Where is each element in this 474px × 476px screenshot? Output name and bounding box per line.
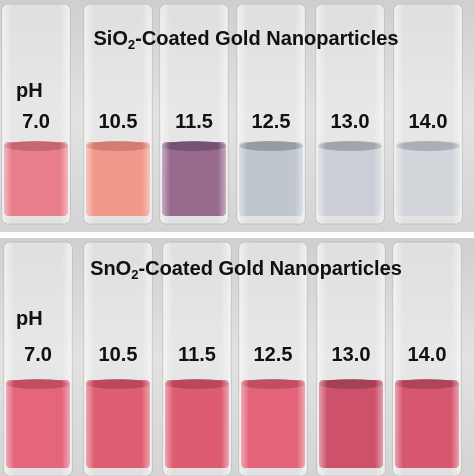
ph-value: 11.5: [175, 111, 213, 133]
ph-value: 13.0: [331, 111, 370, 133]
glass-highlight: [160, 4, 228, 224]
glass-highlight: [239, 242, 307, 476]
glass-highlight: [4, 242, 72, 476]
title-subscript: 2: [128, 37, 135, 52]
title-suffix: -Coated Gold Nanoparticles: [138, 258, 401, 280]
glass-highlight: [317, 242, 385, 476]
glass-highlight: [84, 4, 152, 224]
glass-highlight: [393, 242, 461, 476]
title-prefix: SnO: [90, 258, 131, 280]
ph-value: 10.5: [99, 344, 138, 366]
ph-value: 11.5: [178, 344, 216, 366]
glass-highlight: [316, 4, 384, 224]
glass-highlight: [394, 4, 462, 224]
title-suffix: -Coated Gold Nanoparticles: [135, 28, 398, 50]
glass-highlight: [84, 242, 152, 476]
ph-value: 14.0: [409, 111, 448, 133]
title-subscript: 2: [131, 267, 138, 282]
ph-value: 12.5: [254, 344, 293, 366]
ph-value: 7.0: [24, 344, 52, 366]
panel-title: SiO2-Coated Gold Nanoparticles: [93, 28, 398, 52]
ph-value: 12.5: [252, 111, 291, 133]
ph-label: pH: [16, 80, 43, 102]
glass-highlight: [163, 242, 231, 476]
ph-label: pH: [16, 308, 43, 330]
glass-highlight: [2, 4, 70, 224]
ph-value: 7.0: [22, 111, 50, 133]
panel-title: SnO2-Coated Gold Nanoparticles: [90, 258, 402, 282]
glass-highlight: [237, 4, 305, 224]
ph-value: 14.0: [408, 344, 447, 366]
ph-value: 10.5: [99, 111, 138, 133]
ph-value: 13.0: [332, 344, 371, 366]
title-prefix: SiO: [93, 28, 127, 50]
